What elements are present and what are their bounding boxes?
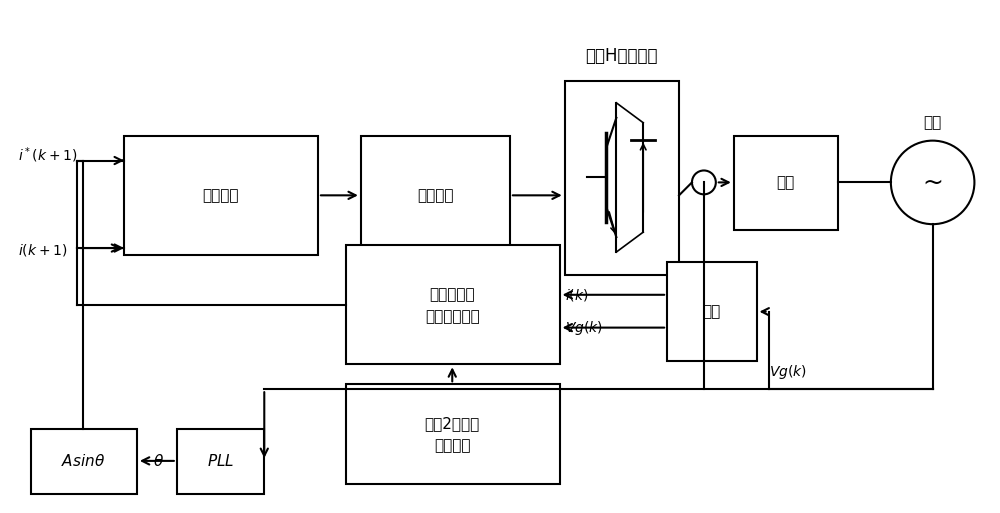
Text: 采样: 采样 — [703, 304, 721, 319]
Bar — [346, 384, 560, 484]
Text: 电感: 电感 — [776, 175, 795, 190]
Text: $i^*(k+1)$: $i^*(k+1)$ — [18, 146, 77, 165]
Text: $Asin\theta$: $Asin\theta$ — [61, 453, 105, 469]
Text: 开关组合: 开关组合 — [434, 439, 471, 453]
Text: $\theta$: $\theta$ — [153, 453, 164, 469]
Bar — [31, 429, 137, 494]
Text: 步骤2选择的: 步骤2选择的 — [425, 417, 480, 431]
Text: $i(k+1)$: $i(k+1)$ — [18, 242, 67, 258]
Bar — [667, 262, 757, 362]
Bar — [124, 135, 318, 255]
Text: 并网电流的: 并网电流的 — [429, 287, 475, 302]
Bar — [565, 81, 679, 275]
Bar — [734, 135, 838, 230]
Text: $Vg(k)$: $Vg(k)$ — [769, 363, 806, 381]
Text: ~: ~ — [922, 170, 943, 194]
Text: 驱动电路: 驱动电路 — [417, 188, 454, 203]
Text: $PLL$: $PLL$ — [207, 453, 234, 469]
Text: $Vg(k)$: $Vg(k)$ — [565, 319, 603, 337]
Bar — [177, 429, 264, 494]
Text: 评估函数: 评估函数 — [202, 188, 239, 203]
Text: $i(k)$: $i(k)$ — [565, 287, 588, 303]
Text: 电网: 电网 — [924, 115, 942, 130]
Text: 离散模型函数: 离散模型函数 — [425, 309, 480, 324]
Bar — [346, 245, 560, 364]
Bar — [361, 135, 510, 255]
Text: 级联H桥逆变器: 级联H桥逆变器 — [585, 47, 658, 65]
